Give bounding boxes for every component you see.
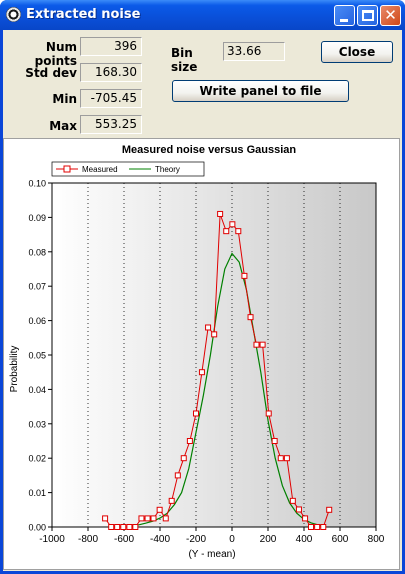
- measured-point: [138, 515, 145, 522]
- std-dev-label: Std dev: [25, 66, 77, 80]
- measured-point: [120, 524, 127, 530]
- close-icon: ✕: [384, 6, 397, 24]
- y-tick-label: 0.08: [28, 247, 46, 257]
- close-button[interactable]: Close: [321, 41, 393, 63]
- minimize-icon: [340, 19, 348, 22]
- measured-point: [320, 524, 327, 530]
- measured-point: [295, 506, 302, 513]
- measured-point: [289, 497, 296, 504]
- legend-theory-label: Theory: [155, 165, 180, 174]
- measured-point: [277, 455, 284, 462]
- window-close-button[interactable]: ✕: [380, 5, 401, 26]
- y-tick-label: 0.03: [28, 419, 46, 429]
- y-tick-label: 0.05: [28, 351, 46, 361]
- measured-point: [150, 515, 157, 522]
- window-title: Extracted noise: [26, 7, 141, 22]
- measured-point: [180, 455, 187, 462]
- measured-point: [114, 524, 121, 530]
- measured-point: [229, 221, 236, 228]
- measured-point: [253, 341, 260, 348]
- measured-point: [108, 524, 115, 530]
- num-points-label: Num points: [34, 40, 77, 68]
- legend-measured-marker: [63, 165, 71, 173]
- x-tick-label: 0: [229, 534, 235, 545]
- grid-lines: [87, 183, 341, 527]
- x-tick-label: -800: [78, 534, 98, 545]
- y-tick-label: 0.04: [28, 385, 46, 395]
- measured-point: [132, 524, 139, 530]
- measured-point: [235, 228, 242, 235]
- bin-size-value: 33.66: [223, 42, 285, 61]
- y-tick-label: 0.06: [28, 316, 46, 326]
- axis-ticks: -1000 -800 -600 -400 -200 0 200 400 600 800 0.00 0.…: [28, 179, 384, 546]
- measured-point: [126, 524, 133, 530]
- x-tick-label: 400: [296, 534, 313, 545]
- maximize-button[interactable]: [357, 5, 378, 26]
- num-points-value: 396: [80, 37, 142, 56]
- measured-point: [168, 497, 175, 504]
- minimize-button[interactable]: [334, 5, 355, 26]
- y-tick-label: 0.09: [28, 213, 46, 223]
- measured-point: [102, 515, 109, 522]
- measured-point: [314, 524, 321, 530]
- measured-point: [326, 506, 333, 513]
- measured-point: [156, 506, 163, 513]
- measured-point: [283, 455, 290, 462]
- plot-area: [51, 182, 377, 528]
- measured-point: [186, 438, 193, 444]
- min-value: -705.45: [80, 89, 142, 108]
- y-tick-label: 0.10: [28, 179, 46, 189]
- bin-size-label: Bin size: [171, 46, 198, 74]
- app-icon: [6, 7, 21, 22]
- measured-point: [174, 472, 181, 479]
- x-tick-label: 200: [260, 534, 277, 545]
- x-tick-label: -1000: [39, 534, 65, 545]
- measured-point: [205, 324, 212, 331]
- legend-box: [51, 161, 205, 177]
- measured-point: [308, 524, 315, 530]
- measured-point: [162, 515, 169, 522]
- measured-point: [271, 438, 278, 444]
- noise-chart: -1000 -800 -600 -400 -200 0 200 400 600 800 0.00 0.…: [9, 144, 385, 560]
- x-tick-label: 600: [332, 534, 349, 545]
- measured-series: [102, 210, 333, 530]
- measured-point: [144, 515, 151, 522]
- client-area: Num points 396 Std dev 168.30 Min -705.4…: [3, 30, 402, 571]
- x-tick-label: -400: [150, 534, 170, 545]
- y-tick-label: 0.02: [28, 454, 46, 464]
- plot-panel: -1000 -800 -600 -400 -200 0 200 400 600 800 0.00 0.…: [3, 138, 400, 570]
- title-bar[interactable]: Extracted noise ✕: [0, 0, 405, 30]
- x-tick-label: -600: [114, 534, 134, 545]
- y-axis-label: Probability: [9, 346, 20, 393]
- y-tick-label: 0.07: [28, 282, 46, 292]
- measured-point: [302, 515, 309, 522]
- max-value: 553.25: [80, 115, 142, 134]
- measured-point: [193, 410, 199, 417]
- chart-title: Measured noise versus Gaussian: [122, 144, 297, 156]
- x-tick-label: 800: [368, 534, 385, 545]
- chart-legend: Measured Theory: [51, 161, 205, 177]
- measured-point: [241, 272, 248, 279]
- write-panel-button[interactable]: Write panel to file: [172, 80, 349, 102]
- max-label: Max: [49, 119, 77, 133]
- x-axis-label: (Y - mean): [188, 549, 235, 560]
- measured-point: [259, 341, 266, 348]
- measured-point: [223, 228, 230, 235]
- x-tick-label: -200: [186, 534, 206, 545]
- y-tick-label: 0.00: [28, 523, 46, 533]
- y-tick-label: 0.01: [28, 488, 46, 498]
- maximize-icon: [362, 10, 374, 21]
- std-dev-value: 168.30: [80, 63, 142, 82]
- measured-point: [198, 369, 205, 376]
- measured-point: [247, 314, 254, 321]
- measured-point: [217, 210, 224, 217]
- min-label: Min: [52, 92, 77, 106]
- legend-measured-label: Measured: [82, 165, 118, 174]
- measured-point: [265, 410, 272, 417]
- measured-point: [211, 331, 218, 338]
